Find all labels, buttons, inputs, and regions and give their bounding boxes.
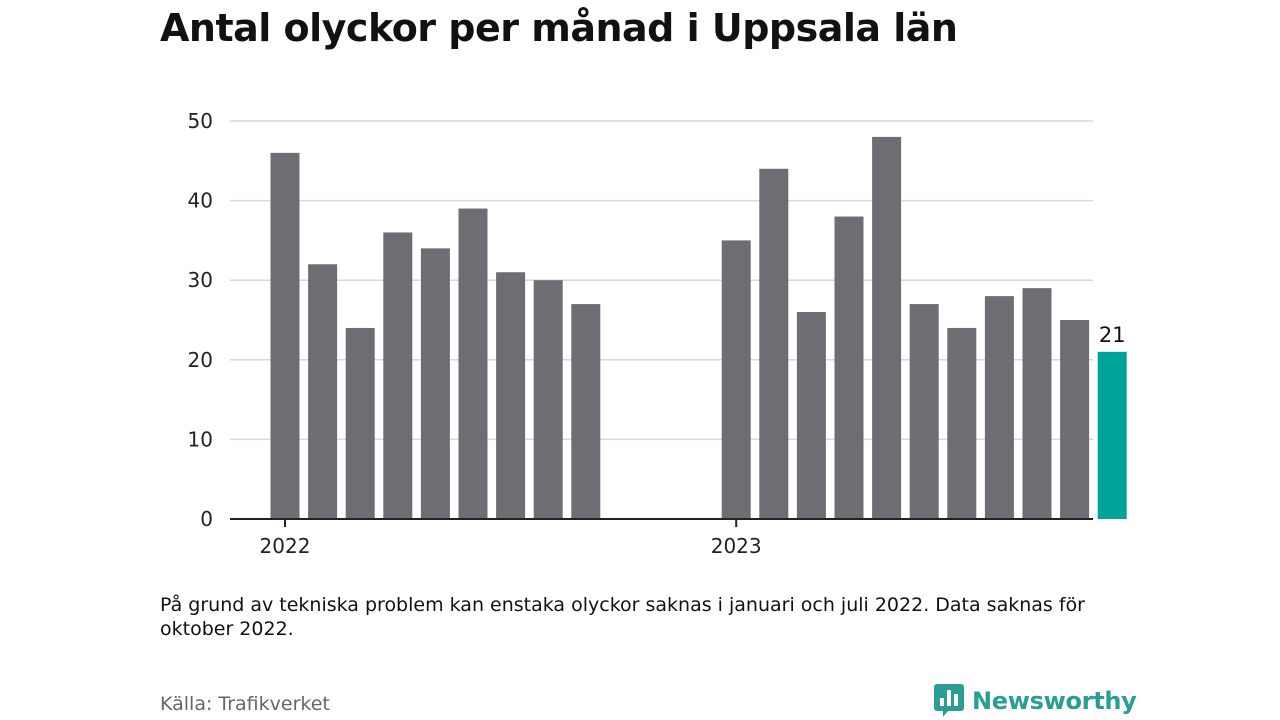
data-label-2023-11: 21 bbox=[1099, 323, 1126, 347]
bar-2022-03 bbox=[345, 327, 375, 519]
bar-2023-10 bbox=[1060, 320, 1090, 519]
y-axis-ticks: 0 10 20 30 40 50 bbox=[188, 109, 213, 531]
bar-2023-04 bbox=[834, 216, 864, 519]
x-tick-label: 2023 bbox=[711, 534, 762, 558]
bar-chart: 0 10 20 30 40 50 21 2022 2023 bbox=[188, 109, 1127, 558]
bar-2023-03 bbox=[796, 312, 826, 519]
bar-2022-05 bbox=[420, 248, 450, 520]
chart-title: Antal olyckor per månad i Uppsala län bbox=[160, 6, 958, 50]
bar-2022-07 bbox=[496, 272, 526, 519]
y-tick-label: 10 bbox=[188, 427, 213, 451]
bar-2023-05 bbox=[872, 136, 902, 520]
bar-2023-11 bbox=[1097, 351, 1127, 519]
brand-name: Newsworthy bbox=[972, 687, 1137, 715]
y-tick-label: 40 bbox=[188, 189, 213, 213]
bar-2023-02 bbox=[759, 168, 789, 519]
y-tick-label: 50 bbox=[188, 109, 213, 133]
bar-2023-06 bbox=[909, 304, 939, 519]
y-tick-label: 20 bbox=[188, 348, 213, 372]
y-tick-label: 30 bbox=[188, 268, 213, 292]
bar-2022-01 bbox=[270, 152, 300, 519]
bar-2023-07 bbox=[947, 327, 977, 519]
source-text: Källa: Trafikverket bbox=[160, 693, 330, 715]
bar-2022-09 bbox=[571, 304, 601, 519]
bar-2023-09 bbox=[1022, 288, 1052, 519]
chart-note: På grund av tekniska problem kan enstaka… bbox=[160, 594, 1085, 640]
bar-2023-08 bbox=[984, 296, 1014, 519]
bar-2022-08 bbox=[533, 280, 563, 519]
bar-2022-06 bbox=[458, 208, 488, 519]
bar-2023-01 bbox=[721, 240, 751, 519]
newsworthy-logo-icon bbox=[934, 684, 964, 717]
y-tick-label: 0 bbox=[200, 507, 213, 531]
data-labels: 21 bbox=[1099, 323, 1126, 347]
bar-2022-02 bbox=[308, 264, 338, 519]
x-axis-ticks: 2022 2023 bbox=[260, 519, 762, 558]
x-tick-label: 2022 bbox=[260, 534, 311, 558]
brand-logo: Newsworthy bbox=[934, 684, 1137, 718]
bar-2022-04 bbox=[383, 232, 413, 519]
bars bbox=[270, 136, 1127, 520]
